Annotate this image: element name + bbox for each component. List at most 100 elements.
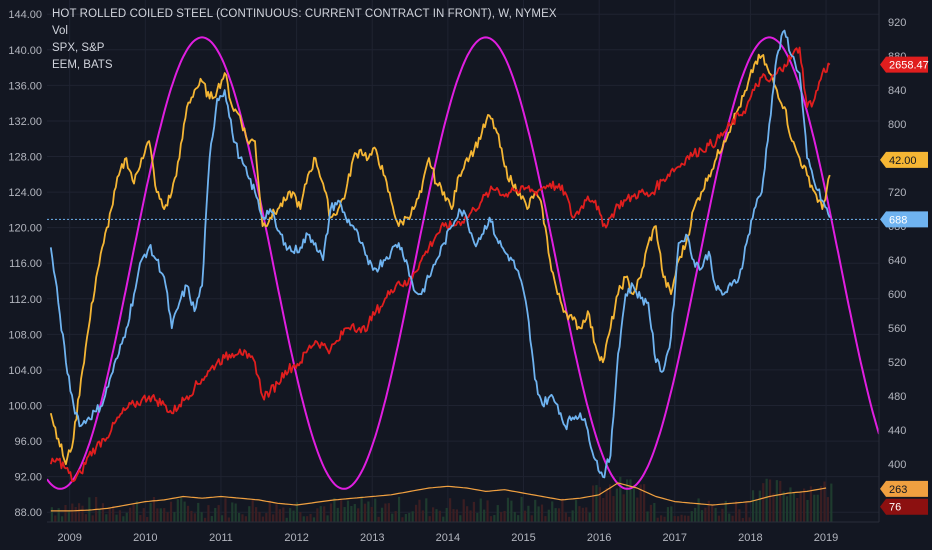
legend-title[interactable]: HOT ROLLED COILED STEEL (CONTINUOUS: CUR… <box>52 8 557 20</box>
volume-bar <box>265 512 268 522</box>
volume-bar <box>530 515 533 522</box>
volume-bar <box>510 500 513 522</box>
volume-bar <box>71 503 74 522</box>
volume-bar <box>374 498 377 522</box>
volume-bar <box>632 485 636 522</box>
volume-bar <box>101 503 105 522</box>
grid <box>47 0 879 522</box>
volume-bar <box>809 486 812 522</box>
volume-bar <box>731 515 734 522</box>
right-tick-label-9: 560 <box>888 323 906 335</box>
volume-bar <box>826 497 830 522</box>
volume-bar <box>183 501 186 522</box>
right-tick-label-8: 600 <box>888 289 906 301</box>
volume-bar <box>363 503 367 522</box>
volume-bar <box>425 498 428 522</box>
x-tick-label-8: 2017 <box>663 532 687 544</box>
left-tick-label-11: 100.00 <box>8 401 42 413</box>
volume-bar <box>122 516 125 522</box>
volume-bar <box>292 510 295 522</box>
x-tick-label-2: 2011 <box>209 532 233 544</box>
volume-bar <box>615 488 618 522</box>
badge-shape-3 <box>880 480 928 497</box>
volume-bar <box>523 510 527 522</box>
volume-bar <box>738 509 741 522</box>
volume-bar <box>748 517 751 522</box>
left-tick-label-12: 96.00 <box>14 436 42 448</box>
volume-bar <box>326 515 329 522</box>
volume-bar <box>309 513 312 522</box>
volume-bar <box>149 503 152 522</box>
volume-bar <box>112 505 115 522</box>
badge-label-3: 263 <box>889 484 907 496</box>
x-tick-label-3: 2012 <box>284 532 308 544</box>
volume-bar <box>132 504 135 522</box>
x-axis-bg <box>0 522 932 550</box>
series-cycle-line <box>46 36 880 490</box>
left-tick-label-2: 136.00 <box>8 80 42 92</box>
series-vol-line <box>50 482 827 512</box>
volume-bar <box>186 505 190 522</box>
volume-bar <box>251 499 254 522</box>
volume-bar <box>802 488 806 522</box>
legend-spx[interactable]: SPX, S&P <box>52 42 105 54</box>
volume-bar <box>438 510 441 522</box>
volume-bar <box>581 507 584 522</box>
volume-bar <box>234 503 237 522</box>
volume-bar <box>452 509 455 522</box>
right-tick-label-12: 440 <box>888 425 906 437</box>
volume-bar <box>442 516 445 522</box>
left-tick-label-4: 128.00 <box>8 152 42 164</box>
volume-bar <box>210 516 213 522</box>
volume-bar <box>360 496 363 522</box>
volume-bar <box>820 486 823 522</box>
volume-bar <box>431 507 435 522</box>
left-axis-bg <box>0 0 47 550</box>
volume-bar <box>166 512 169 522</box>
volume-bar <box>408 512 411 522</box>
left-axis[interactable]: 144.00 140.00 136.00 132.00 128.00 124.00 120.… <box>0 0 47 550</box>
volume-bar <box>180 497 183 522</box>
volume-bar <box>466 506 469 522</box>
volume-bar <box>578 506 581 522</box>
volume-bar <box>806 499 809 522</box>
volume-bar <box>258 511 261 522</box>
volume-bar <box>517 515 520 522</box>
volume-bar <box>255 507 258 522</box>
volume-bar <box>785 496 789 522</box>
volume-bar <box>547 509 550 522</box>
legend-eem[interactable]: EEM, BATS <box>52 59 113 71</box>
volume-bar <box>316 508 319 522</box>
x-tick-label-0: 2009 <box>57 532 81 544</box>
price-badges: 2658.47 42.00 688 263 76 <box>880 56 929 515</box>
volume-bar <box>741 517 744 522</box>
left-tick-label-6: 120.00 <box>8 223 42 235</box>
volume-bar <box>568 516 571 522</box>
volume-bar <box>118 510 122 522</box>
volume-bar <box>231 502 234 522</box>
x-tick-label-6: 2015 <box>511 532 535 544</box>
volume-bar <box>520 496 523 522</box>
right-axis[interactable]: 9208808408007607206806406005605204804404… <box>878 0 932 550</box>
volume-bar <box>115 514 118 522</box>
x-tick-label-7: 2016 <box>587 532 611 544</box>
volume-bar <box>78 503 81 522</box>
volume-bar <box>666 507 670 522</box>
volume-bar <box>275 504 278 522</box>
x-tick-label-5: 2014 <box>436 532 460 544</box>
volume-bar <box>683 515 687 522</box>
volume-bar <box>163 508 166 522</box>
volume-bar <box>595 485 598 522</box>
volume-bar <box>591 485 595 522</box>
volume-bar <box>285 517 288 522</box>
volume-bar <box>629 479 632 522</box>
volume-bar <box>775 480 778 522</box>
x-axis[interactable]: 2009 2010 2011 2012 2013 2014 2015 2016 2017 2018… <box>0 521 932 550</box>
volume-bar <box>503 510 506 522</box>
legend-vol[interactable]: Vol <box>52 25 68 37</box>
volume-bar <box>534 499 537 522</box>
volume-bar <box>394 511 397 522</box>
volume-bar <box>169 501 173 522</box>
